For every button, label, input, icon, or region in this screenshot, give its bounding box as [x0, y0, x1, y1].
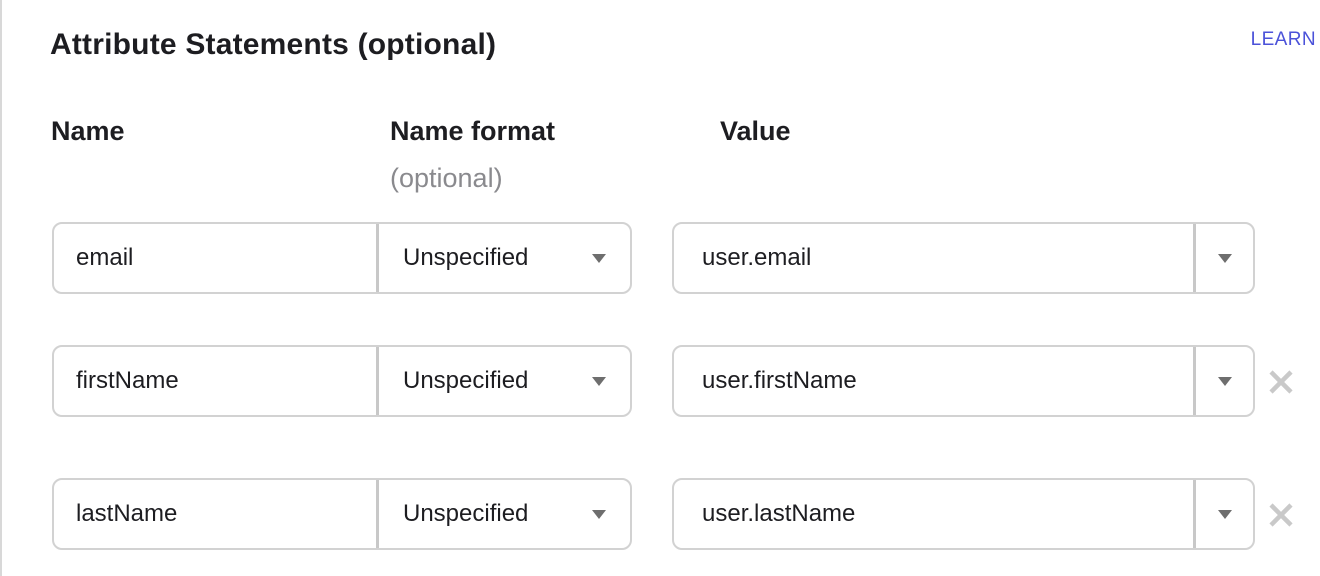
- name-format-selected-value: Unspecified: [403, 367, 529, 394]
- attribute-name-format-group: Unspecified: [52, 222, 632, 294]
- attribute-row: Unspecified: [2, 345, 1320, 417]
- value-dropdown-button[interactable]: [1193, 347, 1253, 415]
- close-icon: [1269, 370, 1293, 394]
- name-format-select[interactable]: Unspecified: [376, 347, 630, 415]
- name-format-selected-value: Unspecified: [403, 244, 529, 271]
- section-title: Attribute Statements (optional): [50, 28, 497, 61]
- column-header-name: Name: [51, 116, 125, 146]
- attribute-name-input[interactable]: [54, 480, 376, 548]
- attribute-name-input[interactable]: [54, 224, 376, 292]
- chevron-down-icon: [592, 376, 606, 386]
- value-combobox: [672, 478, 1255, 550]
- column-header-value: Value: [720, 116, 791, 146]
- value-input[interactable]: [674, 347, 1193, 415]
- learn-link[interactable]: LEARN: [1250, 29, 1316, 50]
- value-dropdown-button[interactable]: [1193, 224, 1253, 292]
- chevron-down-icon: [1217, 509, 1232, 519]
- name-format-select[interactable]: Unspecified: [376, 224, 630, 292]
- chevron-down-icon: [1217, 376, 1232, 386]
- chevron-down-icon: [592, 509, 606, 519]
- close-icon: [1269, 503, 1293, 527]
- name-format-select[interactable]: Unspecified: [376, 480, 630, 548]
- value-combobox: [672, 345, 1255, 417]
- remove-row-button[interactable]: [1268, 369, 1294, 395]
- attribute-row: Unspecified: [2, 478, 1320, 550]
- attribute-name-format-group: Unspecified: [52, 345, 632, 417]
- column-header-name-format: Name format: [390, 116, 556, 146]
- chevron-down-icon: [592, 253, 606, 263]
- remove-row-button[interactable]: [1268, 502, 1294, 528]
- value-input[interactable]: [674, 224, 1193, 292]
- chevron-down-icon: [1217, 253, 1232, 263]
- value-combobox: [672, 222, 1255, 294]
- name-format-selected-value: Unspecified: [403, 500, 529, 527]
- attribute-name-format-group: Unspecified: [52, 478, 632, 550]
- attribute-name-input[interactable]: [54, 347, 376, 415]
- attribute-row: Unspecified: [2, 222, 1320, 294]
- column-header-name-format-hint: (optional): [390, 163, 503, 193]
- value-input[interactable]: [674, 480, 1193, 548]
- value-dropdown-button[interactable]: [1193, 480, 1253, 548]
